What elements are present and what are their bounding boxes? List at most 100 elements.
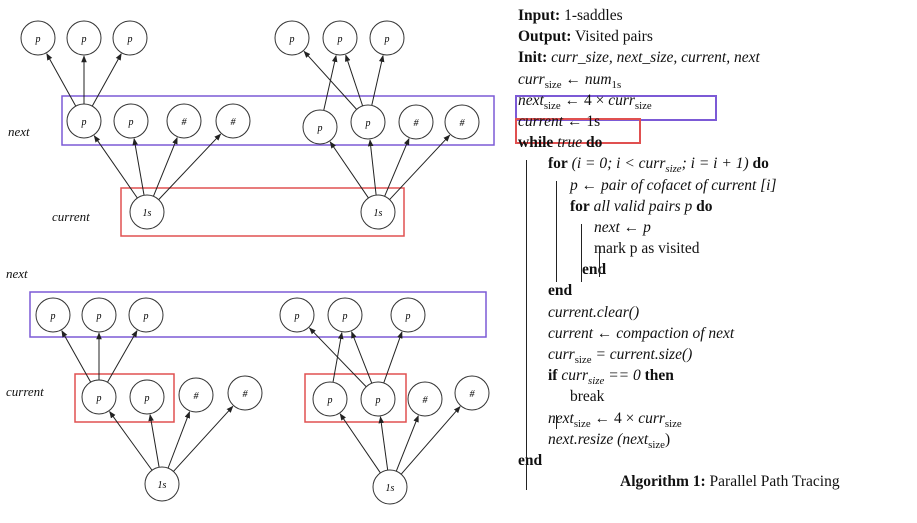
pair-node-top-row: p [369,20,405,56]
edge-arrow [329,141,369,199]
while-block-bar [526,160,527,490]
edge-arrow [148,414,160,468]
curr-size-assign-line: currsize = current.size() [548,346,693,367]
node-label: p [96,311,102,322]
pair-node-bottom-row: p [279,297,315,333]
curr-size-line: currsize ← num1s [518,70,622,91]
next-assign-line: next ← p [594,218,651,236]
node-label: # [182,117,188,128]
node-label: p [128,117,134,128]
edge-arrow [173,405,234,472]
edge-arrow [132,138,145,196]
pair-node-next-top: p [66,103,102,139]
hash-node-next-top: # [398,104,434,140]
node-label: p [289,34,295,45]
node-label: # [414,118,420,129]
pair-node-next-top: p [350,104,386,140]
node-label: p [317,123,323,134]
output-line: Output: Visited pairs [518,28,653,46]
pair-node-top-row: p [274,20,310,56]
current-init-line: current ← 1s [518,112,601,130]
current-box-top [120,187,405,237]
saddle-node-bottom: 1s [372,469,408,505]
pair-node-top-row: p [20,20,56,56]
for-all-line: for all valid pairs p do [570,197,713,215]
node-label: # [243,389,249,400]
edge-arrow [109,411,153,471]
pair-node-bottom-row: p [128,297,164,333]
input-line: Input: 1-saddles [518,7,623,24]
pair-node-top-row: p [112,20,148,56]
path-tracing-diagram: p p p p p p p p # # p p # #1s 1s p p p p p p p p # # p p # #1s 1s [20,20,495,505]
node-label: # [423,395,429,406]
saddle-node-top: 1s [129,194,165,230]
pair-node-current-bottom: p [129,379,165,415]
hash-node-bottom: # [407,381,443,417]
node-label: 1s [143,208,152,219]
node-label: p [384,34,390,45]
pair-node-bottom-row: p [81,297,117,333]
next-size-highlight [515,95,717,121]
node-label: p [342,311,348,322]
compaction-line: current ← compaction of next [548,324,735,342]
next-box-top [61,95,495,146]
resize-line: next.resize (nextsize) [548,430,671,451]
node-label: # [231,117,237,128]
edge-arrow [378,416,389,471]
current-highlight [515,118,641,144]
edge-arrow [351,331,373,384]
edge-arrow [339,413,381,474]
edge-arrow [332,332,344,383]
pair-node-bottom-row: p [35,297,71,333]
pair-node-next-top: p [113,103,149,139]
node-label: p [144,393,150,404]
edge-arrow [345,54,364,107]
clear-line: current.clear() [548,303,640,321]
current-box-left-bottom [74,373,175,423]
if-block-bar [556,415,557,429]
node-label: p [50,311,56,322]
node-label: p [294,311,300,322]
node-label: p [127,34,133,45]
edge-arrow [323,54,338,111]
saddle-node-bottom: 1s [144,466,180,502]
hash-node-next-top: # [444,104,480,140]
node-label: p [143,311,149,322]
current-label-bottom: current [6,384,44,399]
end-while-line: end [518,451,543,469]
pair-node-top-row: p [322,20,358,56]
algorithm-listing: Input: 1-saddles Output: Visited pairs I… [515,5,913,492]
edge-arrow [152,137,178,197]
edge-arrow [371,54,385,106]
current-label-top: current [52,209,90,224]
pair-node-top-row: p [66,20,102,56]
node-label: p [96,393,102,404]
pair-node-current-bottom: p [312,381,348,417]
edge-arrow [395,415,419,472]
inner-block-bar [599,246,600,277]
hash-node-next-top: # [166,103,202,139]
node-label: # [460,118,466,129]
edge-arrow [107,330,138,383]
current-box-right-bottom [304,373,407,423]
break-line: break [570,388,605,406]
node-label: p [81,34,87,45]
hash-node-bottom: # [178,377,214,413]
edge-arrow [383,331,403,384]
end-for-line: end [548,282,573,300]
end-inner-line: end [582,261,607,279]
node-label: p [337,34,343,45]
hash-node-bottom: # [454,375,490,411]
node-label: p [405,311,411,322]
node-label: 1s [158,480,167,491]
node-label: # [470,389,476,400]
edge-arrow [93,135,138,199]
node-label: p [327,395,333,406]
node-label: 1s [374,208,383,219]
pair-node-bottom-row: p [327,297,363,333]
next-box-bottom [29,291,487,338]
next-resize-alloc-line: nextsize ← 4 × currsize [548,409,682,430]
node-label: 1s [386,483,395,494]
saddle-node-top: 1s [360,194,396,230]
hash-node-bottom: # [227,375,263,411]
